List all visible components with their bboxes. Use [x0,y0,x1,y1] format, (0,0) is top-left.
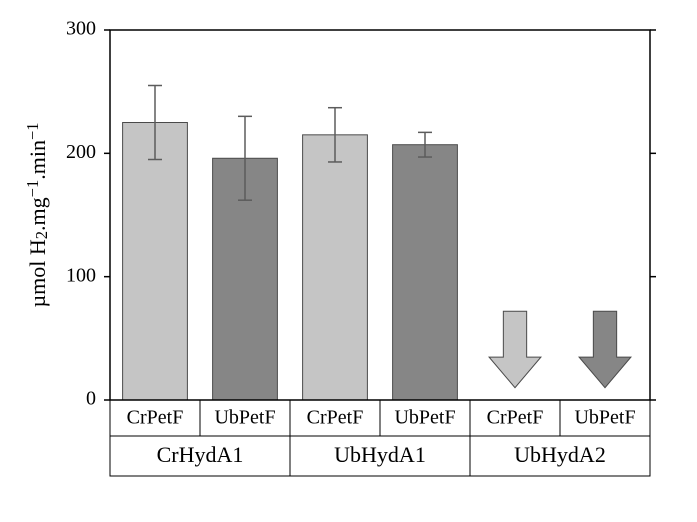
category-label: UbPetF [214,407,275,429]
bar-chart: 0 100 200 300 µmol H2.mg−1.min−1 CrPetF UbPetF… [0,0,697,522]
group-label: UbHydA1 [334,442,426,467]
y-axis-label: µmol H2.mg−1.min−1 [23,122,51,307]
group-label: CrHydA1 [157,442,244,467]
bar-UbHydA1-CrPetF [303,135,368,400]
ytick-label: 200 [66,141,96,163]
category-label: CrPetF [487,407,544,429]
ytick-label: 300 [66,18,96,40]
bar-UbHydA1-UbPetF [393,145,458,400]
ytick-label: 0 [86,388,96,410]
category-label: UbPetF [574,407,635,429]
bar-CrHydA1-CrPetF [123,123,188,401]
category-label: CrPetF [127,407,184,429]
ytick-label: 100 [66,264,96,286]
category-label: UbPetF [394,407,455,429]
category-label: CrPetF [307,407,364,429]
group-label: UbHydA2 [514,442,606,467]
